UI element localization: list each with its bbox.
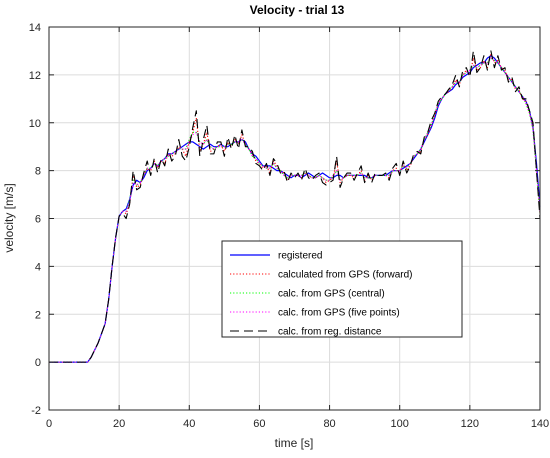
series-line-4 — [49, 50, 541, 363]
legend-label-1: calculated from GPS (forward) — [278, 270, 413, 281]
axis-ticks — [48, 26, 541, 411]
x-tick-label: 20 — [113, 418, 125, 430]
y-tick-label: 6 — [35, 214, 41, 226]
x-tick-label: 100 — [391, 418, 409, 430]
legend-label-4: calc. from reg. distance — [278, 327, 382, 338]
legend-label-0: registered — [278, 251, 322, 262]
y-tick-label: 12 — [29, 70, 41, 82]
y-tick-label: 2 — [35, 309, 41, 321]
x-tick-label: 80 — [323, 418, 335, 430]
grid-lines — [49, 27, 540, 410]
x-tick-label: 0 — [46, 418, 52, 430]
legend: registered calculated from GPS (forward) c… — [221, 240, 463, 338]
x-axis-label: time [s] — [275, 436, 314, 450]
x-tick-label: 120 — [461, 418, 479, 430]
series-line-3 — [49, 57, 541, 363]
x-tick-label: 60 — [253, 418, 265, 430]
y-tick-label: 4 — [35, 261, 41, 273]
series-line-1 — [49, 52, 541, 363]
x-tick-label: 140 — [531, 418, 549, 430]
legend-label-2: calc. from GPS (central) — [278, 289, 385, 300]
y-axis-label: velocity [m/s] — [2, 183, 16, 252]
y-tick-label: 14 — [29, 22, 41, 34]
x-tick-label: 40 — [183, 418, 195, 430]
y-tick-label: -2 — [31, 405, 41, 417]
y-tick-label: 0 — [35, 357, 41, 369]
legend-label-3: calc. from GPS (five points) — [278, 308, 400, 319]
y-tick-label: 10 — [29, 118, 41, 130]
chart-title: Velocity - trial 13 — [250, 3, 345, 17]
series-lines — [49, 50, 541, 363]
tick-labels: 0 20 40 60 80 100 120 140 -2 0 2 4 6 8 10 12 14 — [29, 22, 549, 430]
legend-box — [221, 240, 463, 338]
y-tick-label: 8 — [35, 166, 41, 178]
